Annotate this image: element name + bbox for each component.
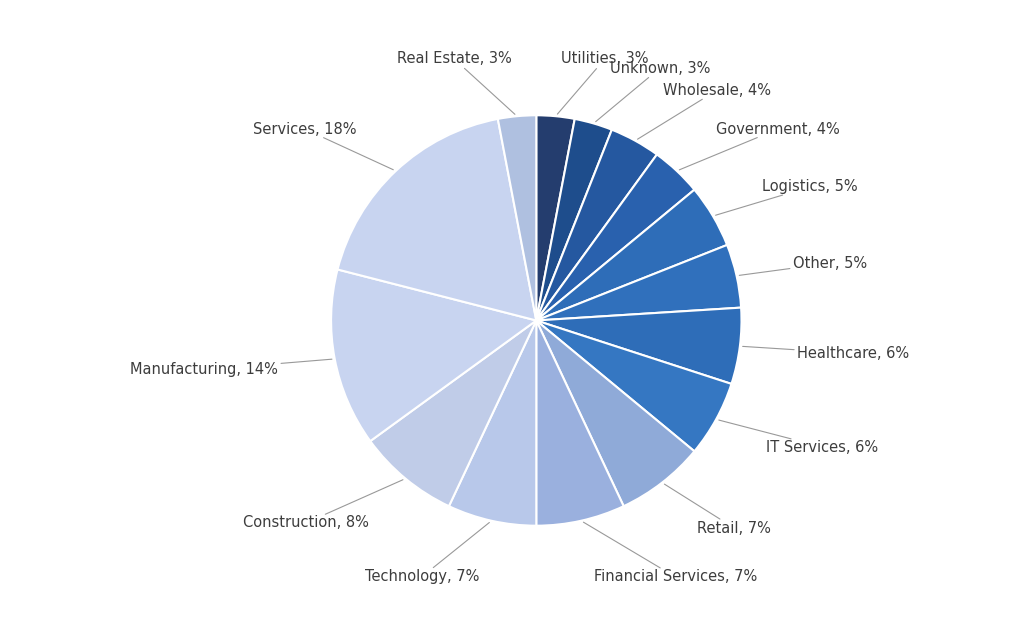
Wedge shape bbox=[537, 190, 727, 321]
Text: Healthcare, 6%: Healthcare, 6% bbox=[742, 346, 909, 361]
Wedge shape bbox=[449, 321, 537, 526]
Wedge shape bbox=[537, 115, 574, 321]
Wedge shape bbox=[537, 308, 741, 384]
Wedge shape bbox=[498, 115, 537, 321]
Text: Utilities, 3%: Utilities, 3% bbox=[557, 52, 648, 114]
Text: IT Services, 6%: IT Services, 6% bbox=[719, 420, 879, 455]
Wedge shape bbox=[537, 155, 694, 321]
Wedge shape bbox=[537, 321, 731, 451]
Text: Other, 5%: Other, 5% bbox=[739, 256, 866, 276]
Wedge shape bbox=[331, 269, 537, 441]
Text: Technology, 7%: Technology, 7% bbox=[365, 523, 489, 584]
Wedge shape bbox=[537, 321, 624, 526]
Text: Financial Services, 7%: Financial Services, 7% bbox=[584, 522, 757, 584]
Wedge shape bbox=[371, 321, 537, 506]
Text: Construction, 8%: Construction, 8% bbox=[243, 480, 403, 530]
Text: Wholesale, 4%: Wholesale, 4% bbox=[638, 83, 771, 139]
Wedge shape bbox=[537, 130, 657, 321]
Text: Government, 4%: Government, 4% bbox=[679, 121, 840, 170]
Wedge shape bbox=[537, 119, 611, 321]
Text: Manufacturing, 14%: Manufacturing, 14% bbox=[130, 359, 332, 377]
Text: Real Estate, 3%: Real Estate, 3% bbox=[397, 52, 515, 114]
Text: Services, 18%: Services, 18% bbox=[253, 121, 393, 170]
Text: Unknown, 3%: Unknown, 3% bbox=[596, 61, 710, 121]
Wedge shape bbox=[338, 119, 537, 321]
Wedge shape bbox=[537, 245, 741, 321]
Text: Logistics, 5%: Logistics, 5% bbox=[716, 179, 858, 215]
Wedge shape bbox=[537, 321, 694, 506]
Text: Retail, 7%: Retail, 7% bbox=[665, 484, 771, 535]
